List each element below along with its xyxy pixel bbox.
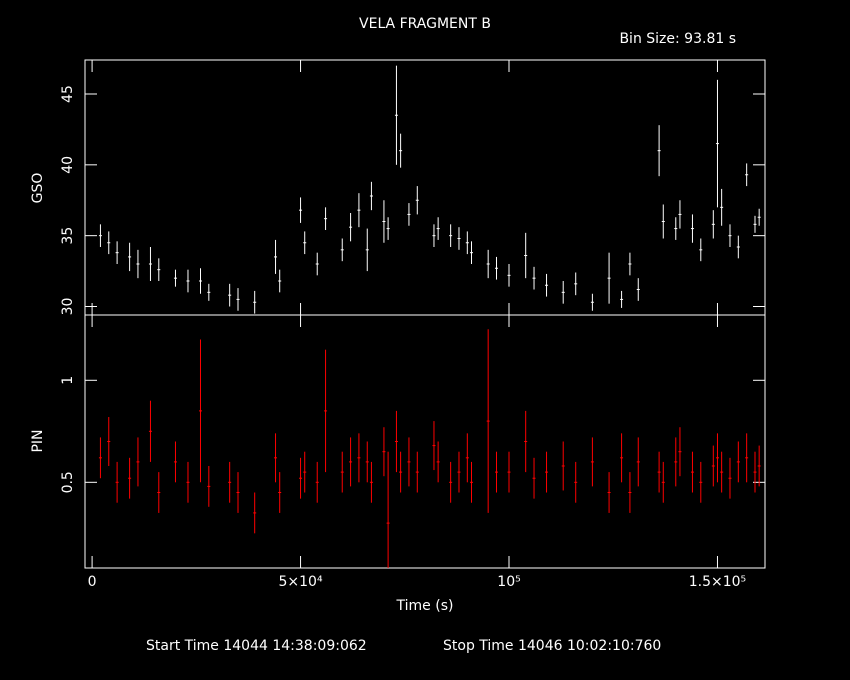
x-tick-label: 1.5×10⁵ [689, 574, 746, 590]
x-tick-label: 5×10⁴ [279, 574, 323, 590]
y-tick-label: 1 [60, 376, 76, 385]
x-tick-label: 10⁵ [497, 574, 520, 590]
y-tick-label: 35 [60, 227, 76, 245]
y-axis-label: GSO [30, 173, 46, 204]
y-tick-label: 0.5 [60, 471, 76, 493]
panel-frame [84, 59, 766, 316]
x-tick-label: 0 [88, 574, 97, 590]
chart-title: VELA FRAGMENT B [359, 16, 491, 32]
y-axis-label: PIN [30, 429, 46, 452]
y-tick-label: 45 [60, 85, 76, 103]
bin-size: Bin Size: 93.81 s [619, 31, 736, 47]
start-time: Start Time 14044 14:38:09:062 [146, 638, 367, 654]
stop-time: Stop Time 14046 10:02:10:760 [443, 638, 661, 654]
y-tick-label: 30 [60, 298, 76, 316]
x-axis-label: Time (s) [396, 598, 454, 614]
y-tick-label: 40 [60, 156, 76, 174]
panel-frame [84, 314, 766, 569]
